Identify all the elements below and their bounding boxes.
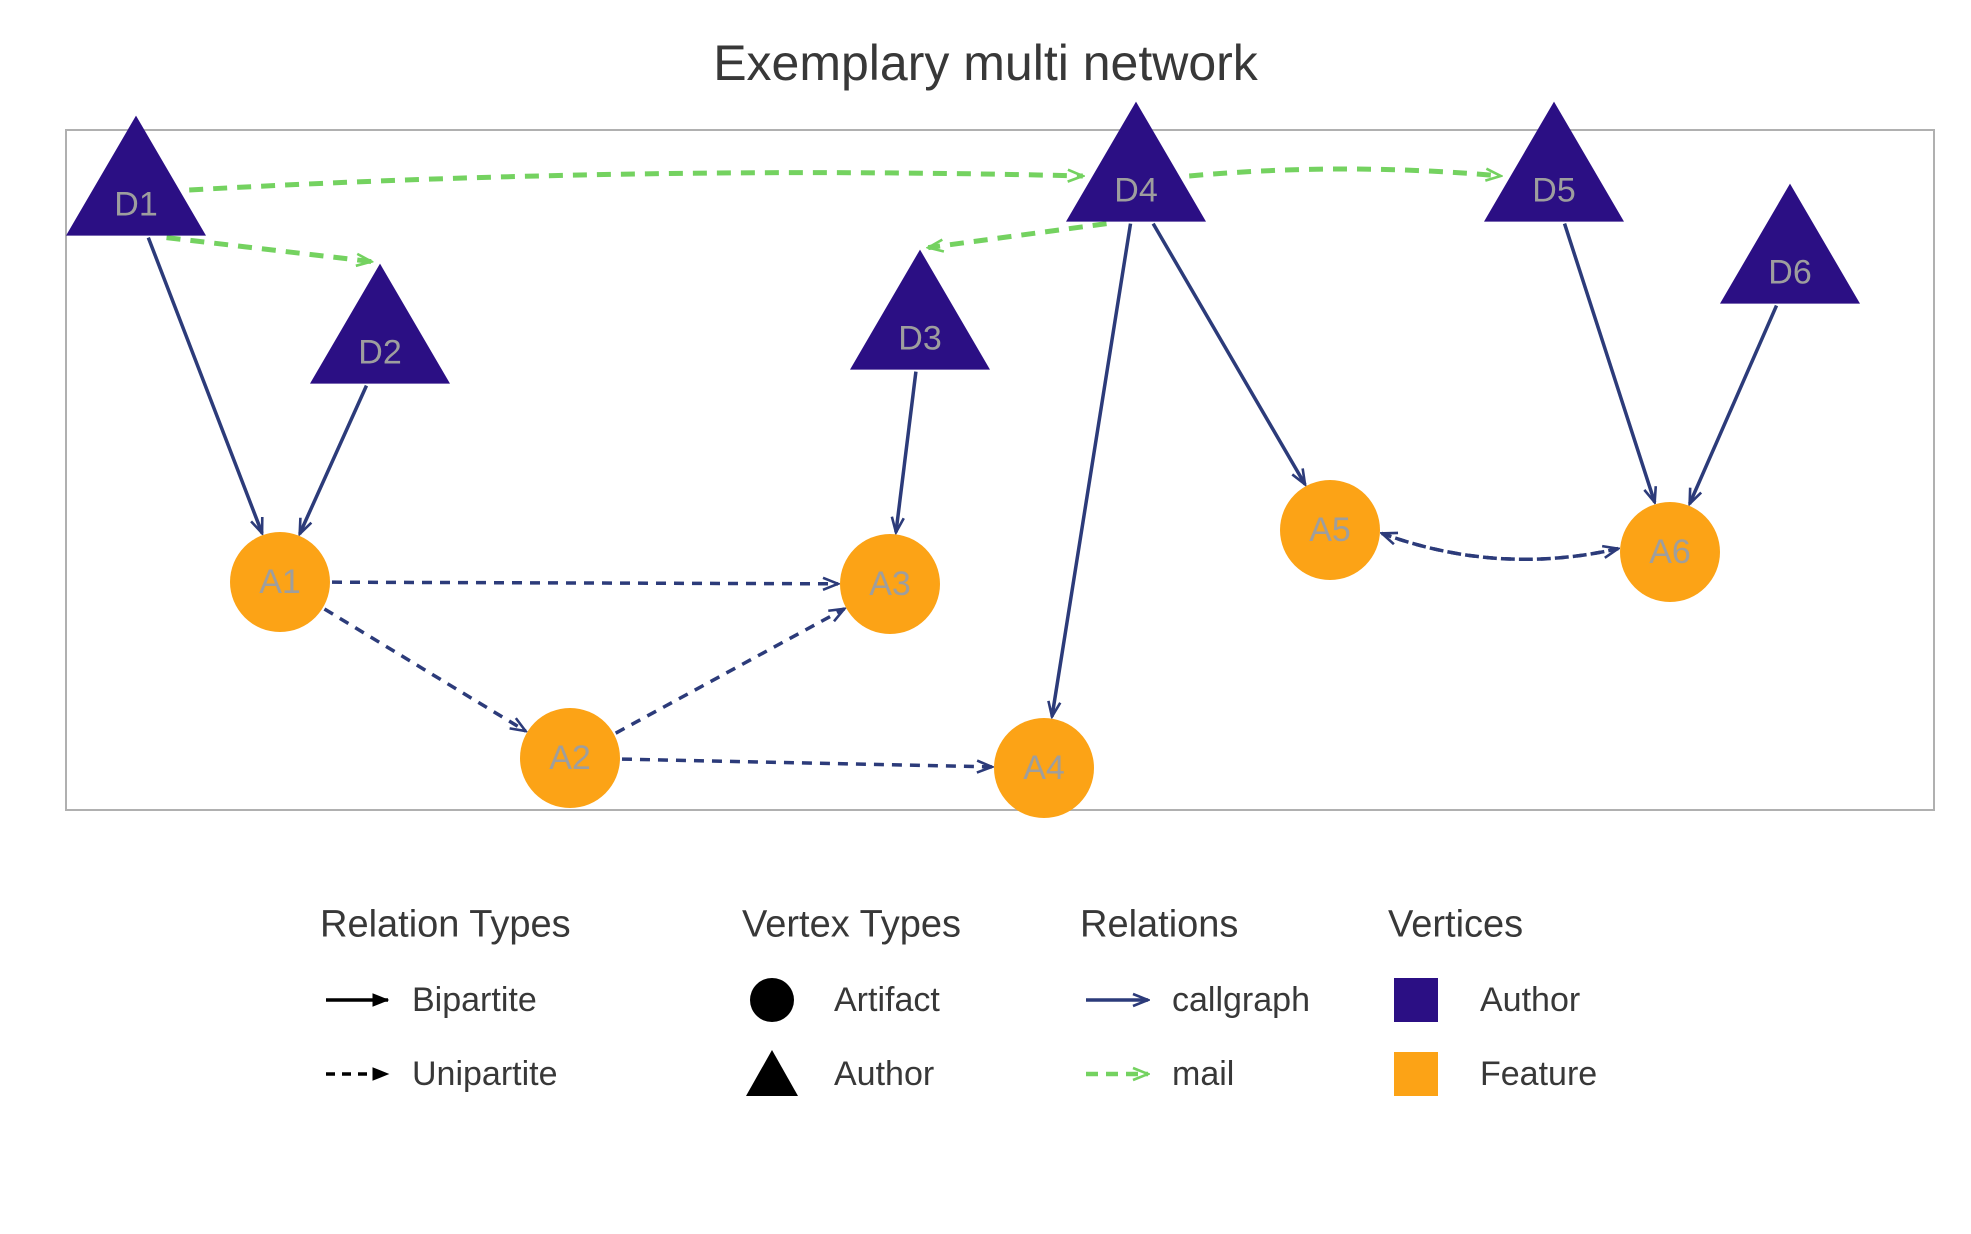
- network-diagram: Exemplary multi network D1 D2 D3 D4 D5 D6 A1 A2 A…: [0, 0, 1971, 1234]
- node-label-D6: D6: [1768, 253, 1811, 291]
- legend-item-relation_types-1: Unipartite: [412, 1055, 558, 1093]
- node-label-A6: A6: [1649, 533, 1691, 571]
- node-label-D4: D4: [1114, 171, 1157, 209]
- node-label-A1: A1: [259, 563, 301, 601]
- node-label-D5: D5: [1532, 171, 1575, 209]
- legend: Relation Types Bipartite Unipartite Vertex …: [320, 903, 1597, 1096]
- node-label-D3: D3: [898, 319, 941, 357]
- legend-item-relation_types-0: Bipartite: [412, 981, 537, 1019]
- node-label-A2: A2: [549, 739, 591, 777]
- node-label-A4: A4: [1023, 749, 1065, 787]
- node-label-D1: D1: [114, 185, 157, 223]
- legend-item-vertices-1: Feature: [1480, 1055, 1597, 1093]
- diagram-title: Exemplary multi network: [713, 35, 1259, 91]
- legend-heading-vertices: Vertices: [1388, 903, 1523, 945]
- legend-item-vertex_types-1: Author: [834, 1055, 934, 1093]
- legend-item-vertices-0: Author: [1480, 981, 1580, 1019]
- plot-area: [66, 130, 1934, 810]
- legend-heading-relations: Relations: [1080, 903, 1238, 945]
- legend-heading-vertex_types: Vertex Types: [742, 903, 961, 945]
- legend-heading-relation_types: Relation Types: [320, 903, 571, 945]
- legend-item-vertex_types-0: Artifact: [834, 981, 940, 1019]
- node-label-A5: A5: [1309, 511, 1351, 549]
- legend-item-relations-1: mail: [1172, 1055, 1234, 1093]
- legend-item-relations-0: callgraph: [1172, 981, 1310, 1019]
- node-label-A3: A3: [869, 565, 911, 603]
- node-label-D2: D2: [358, 333, 401, 371]
